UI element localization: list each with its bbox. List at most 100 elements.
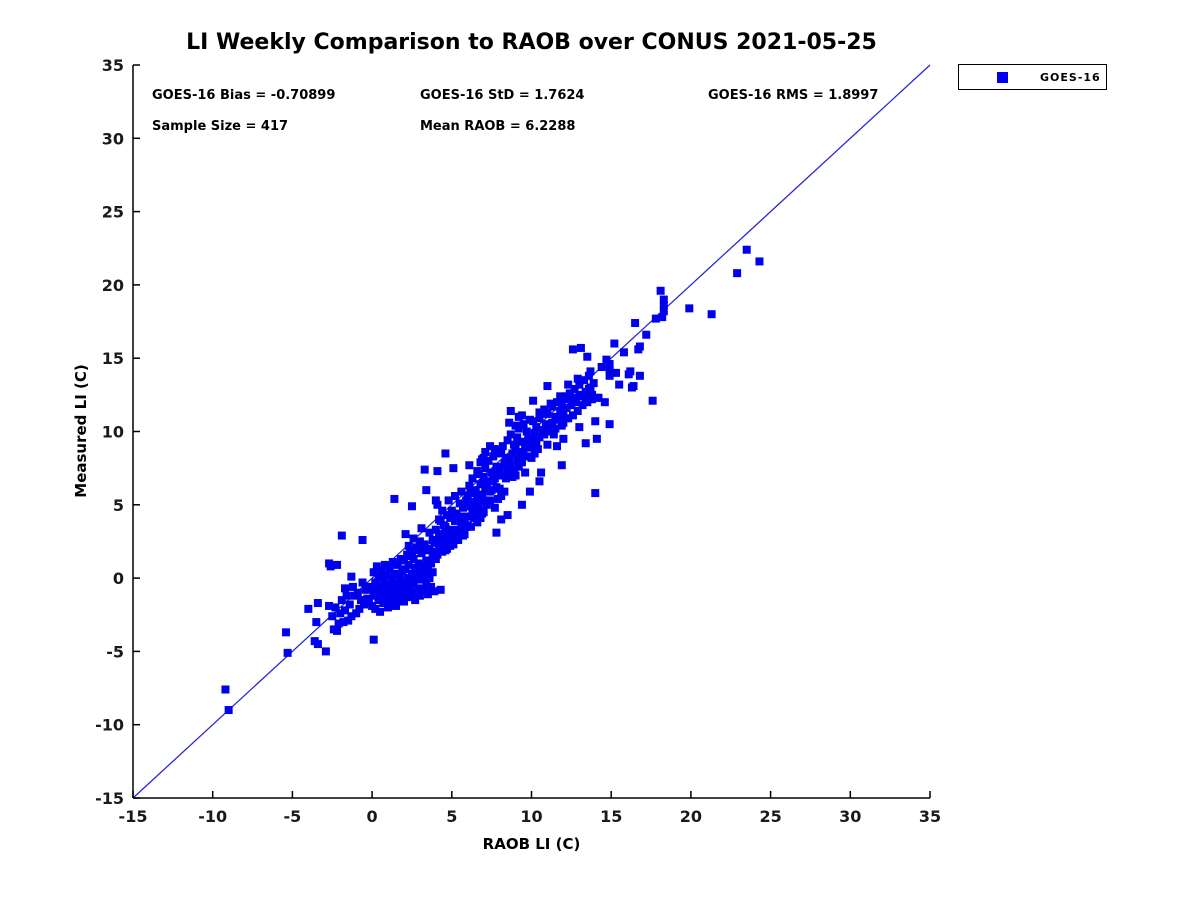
scatter-point xyxy=(478,490,487,499)
scatter-point xyxy=(433,550,442,559)
scatter-point xyxy=(473,493,482,502)
chart-title: LI Weekly Comparison to RAOB over CONUS … xyxy=(186,30,877,55)
scatter-point xyxy=(368,584,377,593)
scatter-point xyxy=(755,257,764,266)
scatter-point xyxy=(423,590,432,599)
scatter-point xyxy=(423,565,432,574)
scatter-point xyxy=(576,343,585,352)
scatter-point xyxy=(481,464,490,473)
scatter-point xyxy=(333,560,342,569)
scatter-point xyxy=(605,360,614,369)
scatter-point xyxy=(455,527,464,536)
scatter-point xyxy=(325,559,334,568)
scatter-point xyxy=(588,395,597,404)
y-tick-label: 30 xyxy=(102,129,124,148)
scatter-point xyxy=(610,339,619,348)
scatter-point xyxy=(597,362,606,371)
scatter-point xyxy=(581,393,590,402)
scatter-point xyxy=(422,544,431,553)
scatter-point xyxy=(341,584,350,593)
scatter-point xyxy=(415,537,424,546)
scatter-point xyxy=(509,440,518,449)
scatter-point xyxy=(568,411,577,420)
y-tick-label: 15 xyxy=(102,349,124,368)
scatter-point xyxy=(535,433,544,442)
scatter-point xyxy=(490,503,499,512)
scatter-point xyxy=(371,578,380,587)
scatter-point xyxy=(626,367,635,376)
scatter-point xyxy=(527,436,536,445)
scatter-point xyxy=(436,585,445,594)
scatter-point xyxy=(580,376,589,385)
scatter-point xyxy=(605,371,614,380)
scatter-point xyxy=(457,487,466,496)
scatter-point xyxy=(403,550,412,559)
scatter-point xyxy=(553,398,562,407)
scatter-point xyxy=(511,471,520,480)
scatter-point xyxy=(395,596,404,605)
scatter-point xyxy=(388,584,397,593)
scatter-point xyxy=(476,458,485,467)
x-tick-label: -15 xyxy=(119,807,148,826)
scatter-point xyxy=(422,556,431,565)
stat-sample-size: Sample Size = 417 xyxy=(152,119,289,134)
scatter-point xyxy=(411,563,420,572)
scatter-point xyxy=(463,512,472,521)
scatter-point xyxy=(460,530,469,539)
scatter-point xyxy=(519,448,528,457)
legend-entry-goes16: GOES-16 xyxy=(1040,70,1101,84)
scatter-point xyxy=(586,383,595,392)
scatter-point xyxy=(497,492,506,501)
scatter-point xyxy=(282,628,291,637)
x-tick-label: 35 xyxy=(919,807,941,826)
scatter-point xyxy=(337,531,346,540)
scatter-point xyxy=(484,456,493,465)
scatter-point xyxy=(384,603,393,612)
scatter-point xyxy=(573,406,582,415)
scatter-point xyxy=(458,519,467,528)
scatter-point xyxy=(511,445,520,454)
scatter-point xyxy=(471,511,480,520)
y-tick-label: -15 xyxy=(95,789,124,808)
scatter-point xyxy=(584,371,593,380)
scatter-point xyxy=(592,434,601,443)
scatter-point xyxy=(517,437,526,446)
scatter-point xyxy=(476,513,485,522)
y-tick-label: 25 xyxy=(102,203,124,222)
scatter-point xyxy=(399,597,408,606)
scatter-point xyxy=(576,390,585,399)
scatter-point xyxy=(537,468,546,477)
scatter-point xyxy=(358,535,367,544)
scatter-point xyxy=(535,477,544,486)
scatter-point xyxy=(407,502,416,511)
scatter-point xyxy=(422,486,431,495)
scatter-point xyxy=(581,439,590,448)
scatter-point xyxy=(465,461,474,470)
scatter-point xyxy=(401,587,410,596)
scatter-point xyxy=(479,472,488,481)
scatter-point xyxy=(514,462,523,471)
scatter-point xyxy=(348,582,357,591)
scatter-point xyxy=(500,487,509,496)
scatter-point xyxy=(506,430,515,439)
scatter-point xyxy=(685,304,694,313)
scatter-point xyxy=(497,446,506,455)
scatter-point xyxy=(506,406,515,415)
scatter-point xyxy=(420,571,429,580)
x-tick-label: 30 xyxy=(839,807,861,826)
scatter-point xyxy=(611,368,620,377)
scatter-point xyxy=(573,374,582,383)
scatter-point xyxy=(511,421,520,430)
scatter-point xyxy=(430,587,439,596)
scatter-point xyxy=(283,648,292,657)
scatter-point xyxy=(384,581,393,590)
scatter-point xyxy=(447,506,456,515)
scatter-point xyxy=(490,445,499,454)
scatter-point xyxy=(465,502,474,511)
scatter-point xyxy=(390,494,399,503)
scatter-point xyxy=(503,467,512,476)
scatter-point xyxy=(659,307,668,316)
y-tick-label: 0 xyxy=(113,569,124,588)
scatter-point xyxy=(535,414,544,423)
scatter-point xyxy=(441,449,450,458)
